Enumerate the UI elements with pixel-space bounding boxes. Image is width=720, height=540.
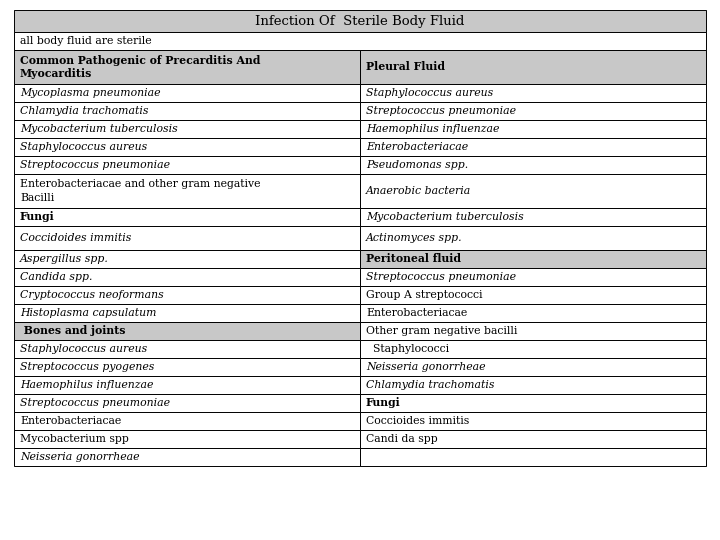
Text: Haemophilus influenzae: Haemophilus influenzae [366,124,500,134]
Bar [14,226,360,250]
Bar [14,394,360,412]
Text: Neisseria gonorrheae: Neisseria gonorrheae [366,362,485,372]
Bar [14,430,360,448]
Bar [14,376,360,394]
Bar [360,430,706,448]
Text: Mycobacterium spp: Mycobacterium spp [20,434,129,444]
Bar [360,226,706,250]
Bar [360,268,706,286]
Text: Streptococcus pneumoniae: Streptococcus pneumoniae [366,272,516,282]
Bar [14,10,706,32]
Bar [14,84,360,102]
Text: Fungi: Fungi [20,212,55,222]
Text: Chlamydia trachomatis: Chlamydia trachomatis [20,106,148,116]
Text: Staphylococcus aureus: Staphylococcus aureus [20,142,148,152]
Text: Streptococcus pneumoniae: Streptococcus pneumoniae [20,398,170,408]
Bar [14,268,360,286]
Bar [360,174,706,208]
Bar [14,50,360,84]
Text: Peritoneal fluid: Peritoneal fluid [366,253,461,265]
Bar [360,138,706,156]
Text: Coccidoides immitis: Coccidoides immitis [20,233,131,243]
Text: Streptococcus pneumoniae: Streptococcus pneumoniae [20,160,170,170]
Bar [14,208,360,226]
Bar [14,174,360,208]
Bar [14,358,360,376]
Bar [360,304,706,322]
Bar [360,394,706,412]
Bar [14,340,360,358]
Text: Anaerobic bacteria: Anaerobic bacteria [366,186,472,196]
Bar [14,286,360,304]
Bar [14,138,360,156]
Text: Group A streptococci: Group A streptococci [366,290,482,300]
Bar [14,412,360,430]
Bar [14,322,360,340]
Text: Myocarditis: Myocarditis [20,68,92,79]
Text: Enterobacteriacae and other gram negative: Enterobacteriacae and other gram negativ… [20,179,261,189]
Text: Mycoplasma pneumoniae: Mycoplasma pneumoniae [20,88,161,98]
Bar [360,340,706,358]
Bar [360,286,706,304]
Bar [360,448,706,466]
Bar [360,50,706,84]
Bar [14,32,706,50]
Text: Coccioides immitis: Coccioides immitis [366,416,469,426]
Bar [360,84,706,102]
Bar [360,156,706,174]
Text: Bones and joints: Bones and joints [20,326,125,336]
Text: Streptococcus pneumoniae: Streptococcus pneumoniae [366,106,516,116]
Text: Aspergillus spp.: Aspergillus spp. [20,254,109,264]
Bar [360,250,706,268]
Bar [14,102,360,120]
Bar [14,448,360,466]
Bar [14,250,360,268]
Bar [360,322,706,340]
Text: Candida spp.: Candida spp. [20,272,92,282]
Text: Histoplasma capsulatum: Histoplasma capsulatum [20,308,156,318]
Text: Common Pathogenic of Precarditis And: Common Pathogenic of Precarditis And [20,55,261,66]
Text: Neisseria gonorrheae: Neisseria gonorrheae [20,452,140,462]
Text: Cryptococcus neoformans: Cryptococcus neoformans [20,290,163,300]
Text: Pleural Fluid: Pleural Fluid [366,62,445,72]
Text: Bacilli: Bacilli [20,193,54,203]
Text: Fungi: Fungi [366,397,401,408]
Bar [14,120,360,138]
Text: all body fluid are sterile: all body fluid are sterile [20,36,152,46]
Text: Pseudomonas spp.: Pseudomonas spp. [366,160,468,170]
Text: Enterobacteriacae: Enterobacteriacae [366,142,468,152]
Text: Enterobacteriacae: Enterobacteriacae [366,308,467,318]
Text: Staphylococci: Staphylococci [366,344,449,354]
Bar [360,102,706,120]
Bar [360,358,706,376]
Text: Enterobacteriacae: Enterobacteriacae [20,416,121,426]
Text: Staphylococcus aureus: Staphylococcus aureus [366,88,493,98]
Text: Mycobacterium tuberculosis: Mycobacterium tuberculosis [366,212,523,222]
Text: Other gram negative bacilli: Other gram negative bacilli [366,326,518,336]
Text: Streptococcus pyogenes: Streptococcus pyogenes [20,362,154,372]
Bar [360,120,706,138]
Text: Candi da spp: Candi da spp [366,434,438,444]
Text: Actinomyces spp.: Actinomyces spp. [366,233,463,243]
Bar [360,412,706,430]
Text: Staphylococcus aureus: Staphylococcus aureus [20,344,148,354]
Text: Haemophilus influenzae: Haemophilus influenzae [20,380,153,390]
Bar [14,156,360,174]
Bar [360,208,706,226]
Bar [360,376,706,394]
Bar [14,304,360,322]
Text: Mycobacterium tuberculosis: Mycobacterium tuberculosis [20,124,178,134]
Text: Infection Of  Sterile Body Fluid: Infection Of Sterile Body Fluid [256,15,464,28]
Text: Chlamydia trachomatis: Chlamydia trachomatis [366,380,495,390]
